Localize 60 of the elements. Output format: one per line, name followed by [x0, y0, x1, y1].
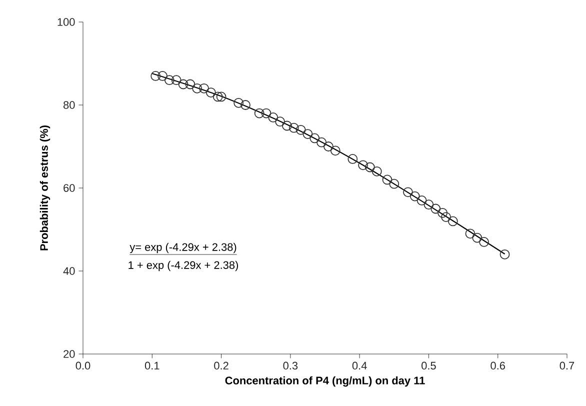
- point: [430, 204, 441, 214]
- point: [178, 79, 188, 90]
- point: [316, 137, 326, 148]
- point: [500, 249, 510, 260]
- point: [150, 71, 161, 81]
- point: [268, 112, 278, 122]
- point: [275, 116, 286, 127]
- point: [441, 212, 451, 222]
- point: [212, 92, 223, 102]
- x-tick-label: 0.2: [214, 362, 228, 370]
- point: [310, 133, 320, 144]
- point: [410, 191, 420, 202]
- annotation: y= exp (-4.29x + 2.38): [130, 242, 236, 254]
- point: [403, 187, 413, 198]
- x-tick-label: 0.1: [144, 362, 160, 370]
- point: [382, 174, 392, 185]
- point: [199, 83, 209, 94]
- y-tick-label: 20: [64, 350, 75, 358]
- point: [296, 124, 306, 135]
- point: [358, 160, 368, 170]
- point: [364, 162, 375, 172]
- x-tick-label: 0.7: [560, 362, 574, 370]
- x-tick-label: 0.6: [490, 362, 505, 370]
- point: [372, 166, 382, 176]
- point: [185, 79, 196, 90]
- point: [465, 228, 476, 239]
- point: [192, 83, 202, 94]
- point: [324, 142, 334, 152]
- point: [438, 208, 448, 218]
- x-tick-label: 0.4: [352, 362, 367, 370]
- y-axis-title: Probability of estrus (%): [40, 126, 50, 250]
- point: [389, 178, 400, 189]
- point: [234, 98, 244, 108]
- x-tick-label: 0.5: [422, 362, 436, 370]
- point: [416, 196, 427, 206]
- point: [171, 75, 182, 86]
- point: [288, 122, 299, 133]
- x-tick-label: 0.3: [283, 362, 298, 370]
- point: [302, 129, 313, 139]
- point: [424, 200, 434, 210]
- x-tick-label: 0.0: [76, 362, 90, 370]
- y-tick-label: 60: [64, 184, 75, 192]
- point: [472, 232, 482, 243]
- point: [254, 108, 264, 118]
- point: [216, 92, 226, 102]
- point: [158, 71, 168, 81]
- point: [330, 146, 340, 156]
- point: [261, 108, 272, 118]
- point: [448, 216, 458, 226]
- y-tick-label: 80: [64, 101, 75, 109]
- point: [282, 120, 292, 131]
- x-axis-title: Concentration of P4 (ng/mL) on day 11: [225, 376, 425, 387]
- point: [240, 100, 250, 110]
- point: [348, 154, 358, 164]
- point: [164, 75, 174, 86]
- annotation: 1 + exp (-4.29x + 2.38): [128, 260, 238, 272]
- y-tick-label: 40: [63, 267, 75, 275]
- point: [479, 237, 489, 247]
- y-tick-label: 100: [58, 18, 75, 26]
- point: [206, 88, 216, 98]
